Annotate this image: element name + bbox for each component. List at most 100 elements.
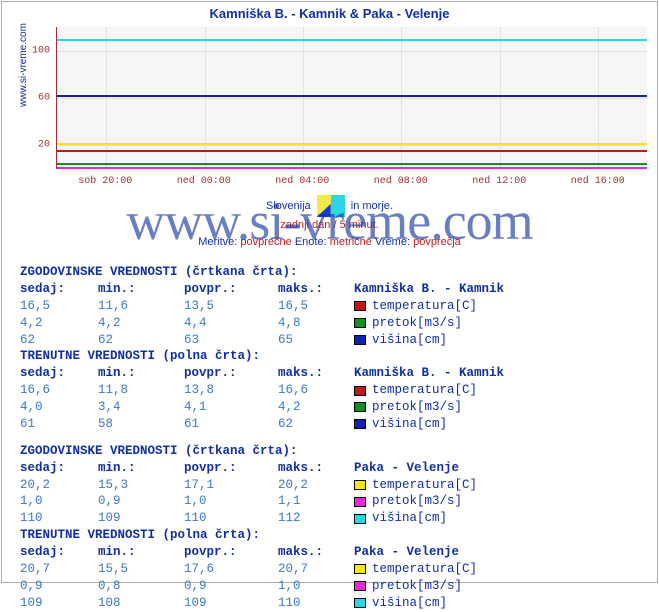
legend-entry: višina[cm] — [354, 416, 447, 433]
cell-value: 1,0 — [278, 578, 354, 595]
caption-k: Meritve: — [198, 236, 237, 248]
series-temperatura-paka — [57, 143, 647, 145]
table-row: 109108109110višina[cm] — [20, 595, 639, 612]
legend-entry: pretok[m3/s] — [354, 493, 462, 510]
table-header: sedaj:min.:povpr.:maks.:Paka - Velenje — [20, 460, 639, 477]
station-name: Paka - Velenje — [354, 544, 459, 561]
table-row: 20,715,517,620,7temperatura[C] — [20, 561, 639, 578]
col-header: min.: — [98, 365, 184, 382]
series-temperatura-kamniska — [57, 150, 647, 152]
cell-value: 4,2 — [278, 399, 354, 416]
legend-entry: pretok[m3/s] — [354, 399, 462, 416]
station-name: Paka - Velenje — [354, 460, 459, 477]
cell-value: 16,6 — [20, 382, 98, 399]
cell-value: 62 — [20, 332, 98, 349]
table-row: 1,00,91,01,1pretok[m3/s] — [20, 493, 639, 510]
legend-label: temperatura[C] — [372, 477, 477, 494]
col-header: min.: — [98, 544, 184, 561]
color-swatch-icon — [354, 581, 366, 591]
cell-value: 15,3 — [98, 477, 184, 494]
table-row: 16,511,613,516,5temperatura[C] — [20, 298, 639, 315]
legend-entry: temperatura[C] — [354, 298, 477, 315]
legend-label: višina[cm] — [372, 510, 447, 527]
block-title: ZGODOVINSKE VREDNOSTI (črtkana črta): — [20, 443, 639, 460]
cell-value: 61 — [20, 416, 98, 433]
gridline-v — [401, 27, 402, 168]
caption-v: povprečne — [240, 236, 291, 248]
x-tick-label: ned 00:00 — [177, 176, 231, 187]
legend-entry: višina[cm] — [354, 332, 447, 349]
legend-entry: višina[cm] — [354, 595, 447, 612]
color-swatch-icon — [354, 318, 366, 328]
cell-value: 109 — [184, 595, 278, 612]
legend-entry: višina[cm] — [354, 510, 447, 527]
y-tick-label: 60 — [28, 93, 50, 104]
color-swatch-icon — [354, 598, 366, 608]
col-header: povpr.: — [184, 544, 278, 561]
x-tick-label: ned 08:00 — [374, 176, 428, 187]
series-višina-paka — [57, 39, 647, 41]
legend-label: višina[cm] — [372, 595, 447, 612]
cell-value: 0,9 — [184, 578, 278, 595]
chart-area: www.si-vreme.com 2060100 sob 20:00ned 00… — [30, 27, 647, 189]
color-swatch-icon — [354, 480, 366, 490]
legend-entry: temperatura[C] — [354, 382, 477, 399]
block-title: ZGODOVINSKE VREDNOSTI (črtkana črta): — [20, 264, 639, 281]
data-tables: ZGODOVINSKE VREDNOSTI (črtkana črta):sed… — [20, 264, 639, 612]
cell-value: 4,1 — [184, 399, 278, 416]
legend-label: pretok[m3/s] — [372, 315, 462, 332]
legend-entry: temperatura[C] — [354, 561, 477, 578]
col-header: povpr.: — [184, 365, 278, 382]
legend-label: temperatura[C] — [372, 382, 477, 399]
cell-value: 112 — [278, 510, 354, 527]
table-row: 61586162višina[cm] — [20, 416, 639, 433]
plot-region — [56, 27, 647, 169]
legend-entry: pretok[m3/s] — [354, 578, 462, 595]
cell-value: 109 — [20, 595, 98, 612]
cell-value: 58 — [98, 416, 184, 433]
cell-value: 63 — [184, 332, 278, 349]
cell-value: 4,4 — [184, 315, 278, 332]
color-swatch-icon — [354, 497, 366, 507]
caption-period: zadnji dan / 5 minut. — [280, 219, 378, 231]
legend-label: višina[cm] — [372, 416, 447, 433]
color-swatch-icon — [354, 564, 366, 574]
col-header: maks.: — [278, 544, 354, 561]
legend-entry: pretok[m3/s] — [354, 315, 462, 332]
cell-value: 110 — [20, 510, 98, 527]
cell-value: 109 — [98, 510, 184, 527]
x-tick-label: ned 12:00 — [472, 176, 526, 187]
cell-value: 16,5 — [20, 298, 98, 315]
x-tick-label: ned 04:00 — [275, 176, 329, 187]
series-pretok-paka — [57, 167, 647, 169]
table-row: 4,03,44,14,2pretok[m3/s] — [20, 399, 639, 416]
legend-label: temperatura[C] — [372, 298, 477, 315]
gridline-v — [106, 27, 107, 168]
cell-value: 1,1 — [278, 493, 354, 510]
caption-k: Enote: — [295, 236, 327, 248]
gridline-v — [303, 27, 304, 168]
cell-value: 20,7 — [20, 561, 98, 578]
cell-value: 17,6 — [184, 561, 278, 578]
block-title: TRENUTNE VREDNOSTI (polna črta): — [20, 348, 639, 365]
chart-title: Kamniška B. - Kamnik & Paka - Velenje — [2, 2, 657, 27]
legend-label: pretok[m3/s] — [372, 493, 462, 510]
cell-value: 62 — [278, 416, 354, 433]
table-header: sedaj:min.:povpr.:maks.:Paka - Velenje — [20, 544, 639, 561]
cell-value: 4,8 — [278, 315, 354, 332]
col-header: maks.: — [278, 460, 354, 477]
color-swatch-icon — [354, 335, 366, 345]
cell-value: 61 — [184, 416, 278, 433]
cell-value: 20,2 — [278, 477, 354, 494]
cell-value: 0,8 — [98, 578, 184, 595]
cell-value: 1,0 — [184, 493, 278, 510]
cell-value: 11,6 — [98, 298, 184, 315]
caption: Slovenija in morje. zadnji dan / 5 minut… — [2, 195, 657, 250]
color-swatch-icon — [354, 386, 366, 396]
legend-label: temperatura[C] — [372, 561, 477, 578]
col-header: sedaj: — [20, 281, 98, 298]
logo-icon — [317, 195, 345, 217]
col-header: min.: — [98, 281, 184, 298]
gridline-v — [500, 27, 501, 168]
cell-value: 62 — [98, 332, 184, 349]
